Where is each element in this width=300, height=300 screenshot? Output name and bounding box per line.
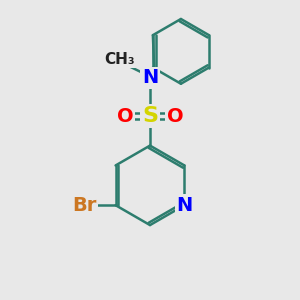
Text: O: O: [167, 106, 183, 126]
Text: O: O: [117, 106, 133, 126]
Text: N: N: [142, 68, 158, 87]
Text: Br: Br: [73, 196, 97, 215]
Text: N: N: [176, 196, 193, 215]
Text: CH₃: CH₃: [105, 52, 135, 67]
Text: S: S: [142, 106, 158, 126]
